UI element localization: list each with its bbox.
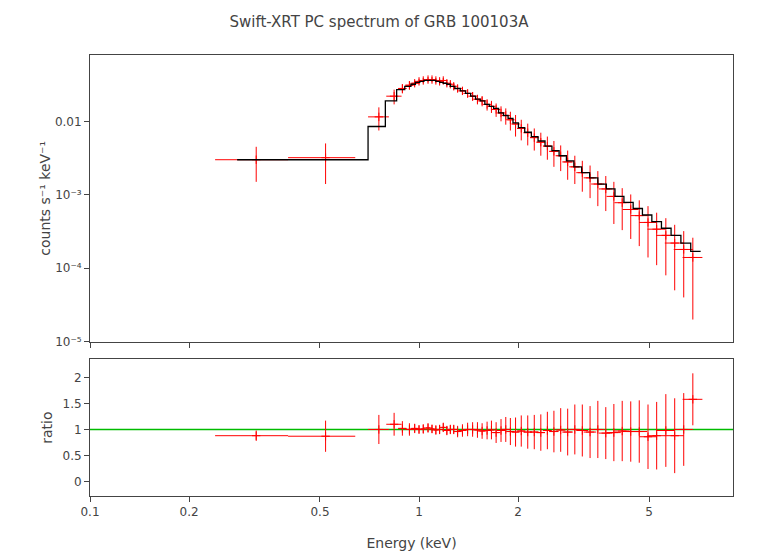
svg-text:1: 1: [74, 423, 82, 437]
svg-text:1.5: 1.5: [63, 397, 82, 411]
svg-text:5: 5: [645, 505, 653, 519]
svg-text:0.5: 0.5: [63, 449, 82, 463]
svg-text:0.5: 0.5: [310, 505, 329, 519]
svg-text:0.2: 0.2: [180, 505, 199, 519]
svg-text:10⁻⁵: 10⁻⁵: [55, 335, 82, 349]
svg-text:10⁻³: 10⁻³: [55, 188, 82, 202]
svg-text:0.1: 0.1: [80, 505, 99, 519]
svg-text:Energy (keV): Energy (keV): [366, 535, 456, 551]
svg-text:Swift-XRT PC spectrum of GRB 1: Swift-XRT PC spectrum of GRB 100103A: [230, 13, 530, 31]
svg-text:1: 1: [415, 505, 423, 519]
svg-text:ratio: ratio: [39, 412, 55, 444]
svg-text:2: 2: [74, 371, 82, 385]
svg-text:10⁻⁴: 10⁻⁴: [55, 261, 82, 275]
svg-text:2: 2: [514, 505, 522, 519]
svg-text:0.01: 0.01: [55, 115, 82, 129]
svg-text:0: 0: [74, 475, 82, 489]
svg-text:counts s⁻¹ keV⁻¹: counts s⁻¹ keV⁻¹: [37, 141, 53, 256]
